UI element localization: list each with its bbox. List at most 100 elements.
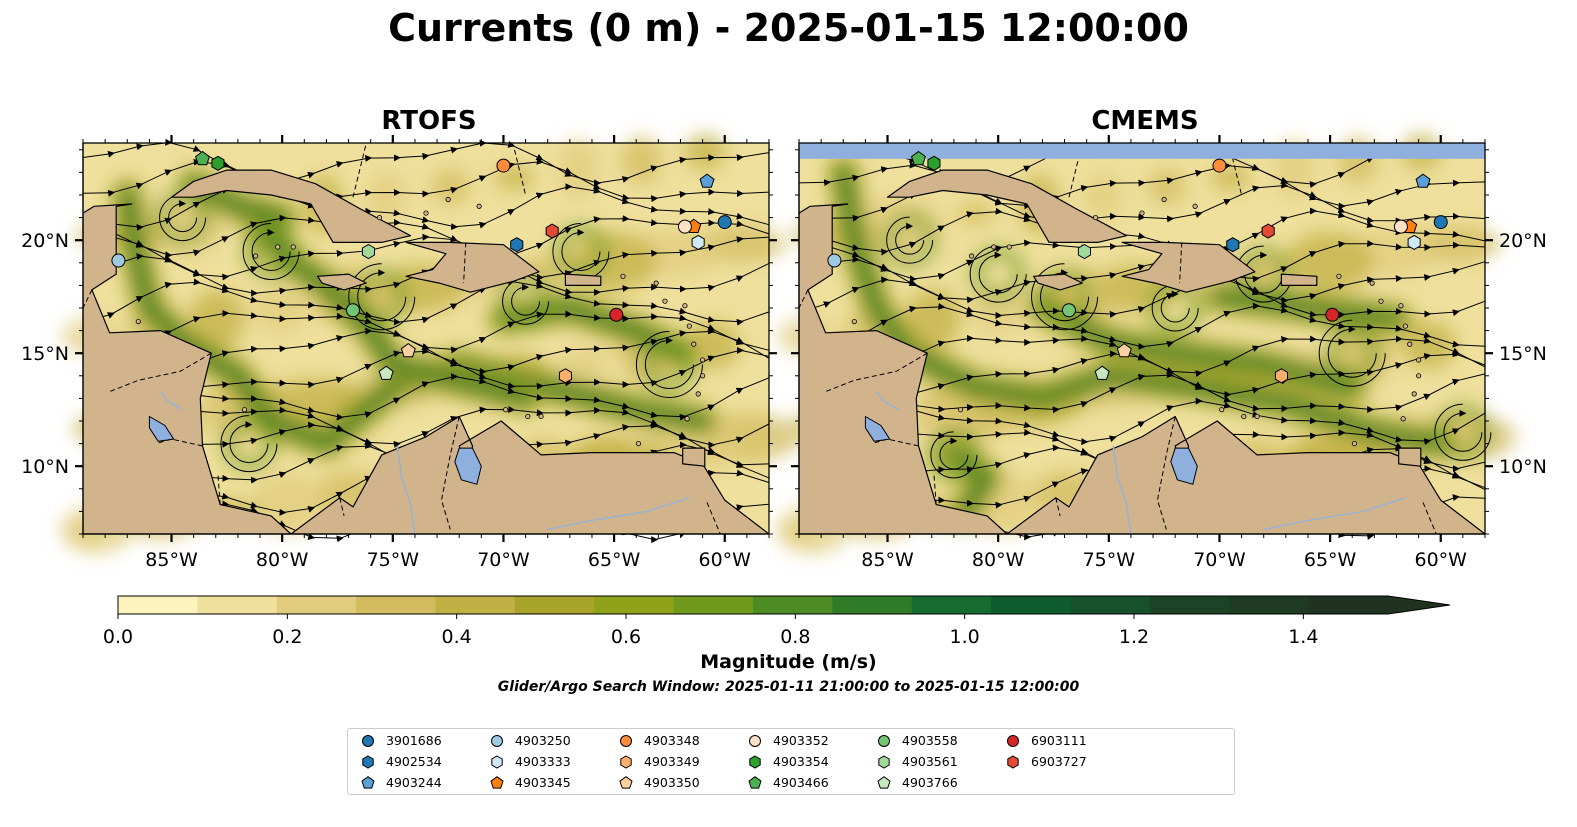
small-island <box>1400 416 1406 422</box>
lake-nicaragua <box>864 415 891 442</box>
lon-tick-label: 60°W <box>1415 549 1468 571</box>
float-4903349 <box>558 368 572 384</box>
float-6903111 <box>609 307 624 322</box>
float-4903352 <box>1393 219 1408 234</box>
map-panel-cmems: 85°W 80°W 75°W 70°W 65°W 60°W 10°N 15°N 20°N <box>777 133 1547 571</box>
small-island <box>538 413 544 420</box>
river <box>159 391 184 411</box>
small-island <box>1161 196 1167 203</box>
legend-label: 4903766 <box>902 775 958 790</box>
lake-nicaragua <box>148 415 175 442</box>
small-island <box>1254 413 1260 420</box>
small-island <box>290 244 296 250</box>
float-6903111 <box>1325 307 1340 322</box>
small-island <box>700 357 706 363</box>
lat-tick-label: 15°N <box>1499 343 1547 365</box>
legend-label: 4903345 <box>515 775 571 790</box>
small-island <box>682 303 688 309</box>
country-border <box>339 497 345 517</box>
small-island <box>686 323 692 329</box>
small-island <box>253 253 259 259</box>
legend-marker-hexagon-icon <box>749 755 761 769</box>
country-border <box>871 438 919 447</box>
no-data-band <box>799 143 1485 159</box>
colorbar-label: Magnitude (m/s) <box>700 651 877 673</box>
country-border <box>155 438 203 447</box>
float-4903352 <box>677 219 692 234</box>
lake-maracaibo <box>454 447 482 485</box>
country-border <box>798 289 809 309</box>
small-island <box>1407 341 1413 347</box>
legend-label: 4903354 <box>773 754 829 769</box>
river <box>547 497 690 531</box>
float-4903466 <box>911 150 926 166</box>
small-island <box>691 341 697 347</box>
country-border <box>1179 242 1183 284</box>
lake-maracaibo <box>1170 447 1198 485</box>
float-4903333 <box>1407 234 1421 250</box>
panel-title-rtofs: RTOFS <box>381 106 477 136</box>
panel-title-cmems: CMEMS <box>1091 106 1199 136</box>
small-island <box>445 196 451 203</box>
float-4903350 <box>1116 342 1132 358</box>
search-window-note: Glider/Argo Search Window: 2025-01-11 21… <box>497 679 1080 695</box>
country-border <box>1068 142 1083 198</box>
country-border <box>109 352 212 393</box>
legend-marker-hexagon-icon <box>620 755 632 769</box>
map-frame <box>82 142 770 535</box>
lat-tick-label: 10°N <box>21 456 69 478</box>
small-island <box>135 318 141 325</box>
lon-tick-label: 65°W <box>588 549 641 571</box>
land-jamaica <box>1033 273 1083 291</box>
country-border <box>82 289 93 309</box>
small-island <box>423 210 429 216</box>
legend-marker-circle-icon <box>491 735 503 747</box>
map-panel-rtofs: 85°W 80°W 75°W 70°W 65°W 60°W 10°N 15°N 20°N <box>21 133 800 571</box>
land <box>798 142 1486 535</box>
float-4903350 <box>400 342 416 358</box>
float-4903333 <box>691 234 705 250</box>
float-3901686 <box>717 215 732 230</box>
float-markers <box>827 150 1448 384</box>
float-4903250 <box>111 253 126 268</box>
country-border <box>1055 497 1061 517</box>
small-island <box>957 407 964 413</box>
legend-label: 4903352 <box>773 733 829 748</box>
small-island <box>376 214 383 221</box>
small-island <box>620 273 626 279</box>
small-island <box>275 244 281 250</box>
small-island <box>1092 214 1099 221</box>
legend-label: 4903558 <box>902 733 958 748</box>
float-4903250 <box>827 253 842 268</box>
land-central-america <box>798 142 1008 535</box>
lat-tick-label: 15°N <box>21 343 69 365</box>
legend-label: 4902534 <box>386 754 442 769</box>
legend-marker-pentagon-icon <box>490 776 504 789</box>
float-4903244 <box>699 173 715 188</box>
float-4903766 <box>378 365 394 380</box>
legend-marker-hexagon-icon <box>1007 755 1019 769</box>
land-cuba <box>886 169 1128 243</box>
land-hispaniola <box>1121 241 1256 293</box>
legend-label: 4903561 <box>902 754 958 769</box>
small-island <box>700 373 706 379</box>
country-border <box>933 475 937 505</box>
land-jamaica <box>317 273 367 291</box>
float-legend: 3901686 4902534 4903244 4903250 4903333 49033… <box>347 728 1235 795</box>
small-island <box>1416 373 1422 379</box>
lon-tick-label: 70°W <box>477 549 530 571</box>
float-6903727 <box>545 223 559 239</box>
small-island <box>1336 273 1342 279</box>
country-border <box>352 142 367 198</box>
small-island <box>1378 298 1384 304</box>
country-border <box>463 242 467 284</box>
small-island <box>476 203 482 209</box>
land-puerto-rico <box>564 273 602 286</box>
float-4903354 <box>211 155 225 171</box>
float-4902534 <box>510 237 524 253</box>
river <box>1263 497 1406 531</box>
small-island <box>684 416 690 422</box>
country-border <box>1422 502 1437 535</box>
river <box>1112 445 1132 535</box>
